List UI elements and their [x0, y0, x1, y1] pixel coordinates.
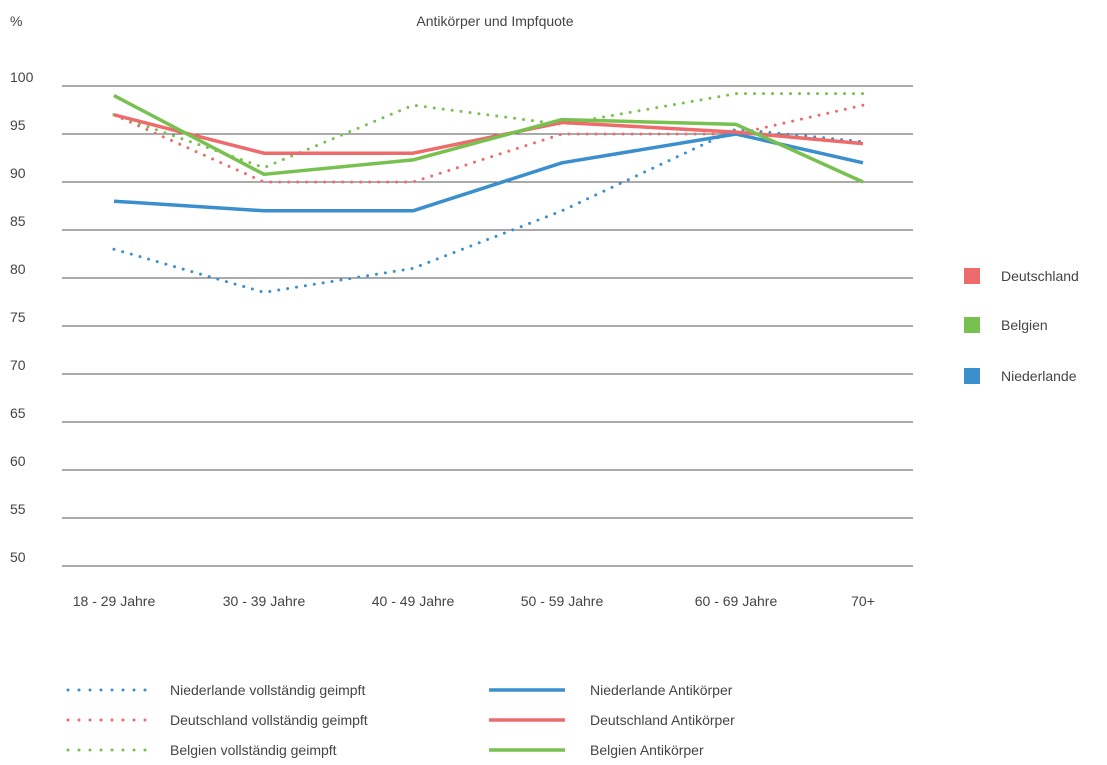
- y-tick-label: 65: [10, 405, 26, 421]
- x-tick-label: 40 - 49 Jahre: [372, 593, 455, 609]
- series-legend-label: Belgien vollständig geimpft: [170, 742, 337, 758]
- country-legend-swatch: [964, 268, 980, 284]
- y-axis-ticks: 50 55 60 65 70 75 80 85 90 95 100: [10, 69, 34, 565]
- series-line-dotted-0: [112, 127, 865, 294]
- series-line-solid-5: [113, 94, 864, 184]
- y-tick-label: 75: [10, 309, 26, 325]
- country-legend-swatch: [964, 317, 980, 333]
- series-legend-label: Deutschland vollständig geimpft: [170, 712, 368, 728]
- y-tick-label: 80: [10, 261, 26, 277]
- gridlines: [62, 85, 913, 567]
- series-legend-label: Niederlande vollständig geimpft: [170, 682, 365, 698]
- series-lines: [112, 92, 865, 294]
- country-legend-label: Belgien: [1001, 317, 1048, 333]
- country-legend-label: Deutschland: [1001, 268, 1079, 284]
- series-line-solid-3: [113, 132, 864, 213]
- x-tick-label: 30 - 39 Jahre: [223, 593, 306, 609]
- y-tick-label: 85: [10, 213, 26, 229]
- y-axis-unit-label: %: [10, 13, 22, 29]
- x-tick-label: 60 - 69 Jahre: [695, 593, 778, 609]
- y-tick-label: 60: [10, 453, 26, 469]
- y-tick-label: 100: [10, 69, 34, 85]
- chart-title: Antikörper und Impfquote: [416, 13, 573, 29]
- series-line-dotted-2: [112, 92, 865, 170]
- x-tick-label: 18 - 29 Jahre: [73, 593, 156, 609]
- x-tick-label: 70+: [851, 593, 875, 609]
- country-legend: Deutschland Belgien Niederlande: [964, 268, 1079, 384]
- y-tick-label: 50: [10, 549, 26, 565]
- series-legend: Niederlande vollständig geimpft Deutschla…: [66, 682, 735, 758]
- country-legend-swatch: [964, 368, 980, 384]
- series-legend-label: Deutschland Antikörper: [590, 712, 735, 728]
- y-tick-label: 70: [10, 357, 26, 373]
- y-tick-label: 95: [10, 117, 26, 133]
- y-tick-label: 90: [10, 165, 26, 181]
- series-legend-label: Niederlande Antikörper: [590, 682, 733, 698]
- series-line-dotted-1: [112, 103, 865, 184]
- x-tick-label: 50 - 59 Jahre: [521, 593, 604, 609]
- series-legend-label: Belgien Antikörper: [590, 742, 704, 758]
- country-legend-label: Niederlande: [1001, 368, 1077, 384]
- x-axis-ticks: 18 - 29 Jahre 30 - 39 Jahre 40 - 49 Jahre 5…: [73, 593, 875, 609]
- y-tick-label: 55: [10, 501, 26, 517]
